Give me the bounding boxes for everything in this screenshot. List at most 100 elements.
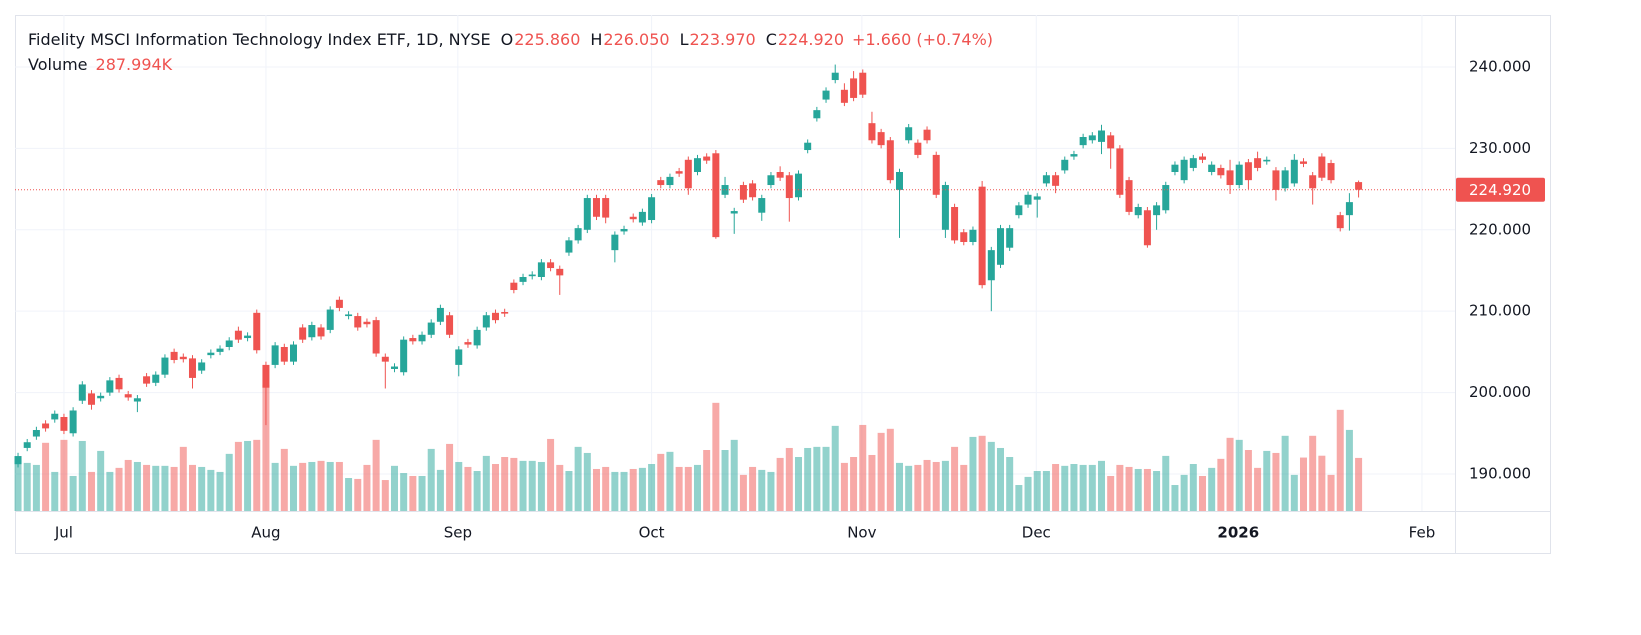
volume-bar [905,465,913,511]
candle-body [914,142,922,155]
candle-body [730,211,738,214]
legend-key: H [590,30,603,49]
volume-bar [574,446,582,511]
candle-body [969,229,977,243]
volume-bar [850,457,858,511]
candle-body [1198,156,1206,160]
x-tick-label: Aug [251,524,280,542]
candle-body [1345,202,1353,216]
candle-body [446,315,454,335]
candle-body [455,349,463,365]
volume-bar [1272,452,1280,511]
volume-bar [1235,439,1243,511]
candle-body [895,172,903,190]
volume-bar [427,448,435,511]
volume-bar [363,464,371,511]
volume-bar [381,480,389,511]
volume-bar [1097,460,1105,511]
volume-bar [666,451,674,511]
candle-body [115,377,123,390]
y-tick-label: 220.000 [1469,220,1531,238]
candle-body [987,250,995,281]
candle-body [335,299,343,308]
candle-body [1079,137,1087,146]
volume-bar [1198,475,1206,511]
volume-bar [923,459,931,511]
x-tick-label: 2026 [1217,524,1259,542]
volume-bar [712,402,720,511]
candle-body [721,185,729,195]
candle-body [464,342,472,345]
volume-bar [207,469,215,511]
volume-bar [684,466,692,511]
candle-body [23,442,31,448]
legend-change: +1.660 (+0.74%) [852,30,994,49]
candle-body [923,129,931,141]
volume-bar [198,466,206,511]
candle-body [253,312,261,351]
volume-bar [133,461,141,511]
volume-bar [188,464,196,511]
volume-bar [510,457,518,511]
volume-bar [657,453,665,511]
candle-body [1226,170,1234,186]
candle-body [473,329,481,346]
volume-title: Volume [28,55,88,74]
volume-bar [87,471,95,511]
volume-bar [895,462,903,511]
candle-body [1134,207,1142,216]
candle-body [932,154,940,195]
candle-body [124,394,132,398]
volume-bar [758,469,766,511]
candle-body [528,274,536,277]
candle-body [1281,170,1289,189]
volume-bar [446,443,454,511]
volume-bar [767,471,775,511]
candle-body [1162,185,1170,211]
volume-bar [482,455,490,511]
volume-bar [234,441,242,511]
volume-bar [960,464,968,511]
x-tick-label: Jul [54,524,73,542]
candle-body [317,327,325,337]
volume-bar [491,464,499,511]
candle-body [271,345,279,365]
candle-body [840,89,848,103]
candle-body [602,198,610,218]
candle-body [1042,175,1050,184]
candle-body [170,351,178,361]
candle-body [1327,163,1335,181]
candle-body [574,228,582,241]
candle-body [629,216,637,220]
candle-body [1024,194,1032,205]
last-price-label: 224.920 [1469,181,1531,199]
candle-body [390,366,398,369]
legend-key: L [679,30,689,49]
candle-body [996,228,1004,265]
volume-bar [1061,465,1069,511]
volume-bar [115,467,123,511]
volume-bar [1015,485,1023,511]
volume-bar [1153,471,1161,511]
volume-bar [60,439,68,511]
volume-bar [1006,457,1014,511]
candle-body [78,384,86,401]
volume-bar [317,460,325,511]
candle-body [106,380,114,393]
candle-body [1033,196,1041,200]
candle-body [1171,164,1179,173]
volume-bar [583,452,591,511]
volume-bar [978,435,986,511]
volume-bar [1355,457,1363,511]
volume-bar [822,446,830,511]
candle-body [767,175,775,186]
candle-body [859,72,867,95]
last-price-tag [1456,177,1545,202]
candle-body [198,362,206,371]
candle-body [225,340,233,347]
volume-bar [335,461,343,511]
candle-body [519,276,527,282]
volume-bar [730,439,738,511]
